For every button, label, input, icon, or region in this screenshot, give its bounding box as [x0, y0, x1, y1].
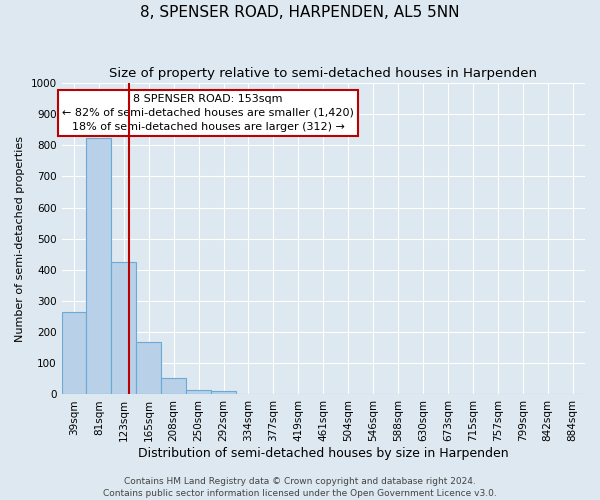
- X-axis label: Distribution of semi-detached houses by size in Harpenden: Distribution of semi-detached houses by …: [138, 447, 509, 460]
- Text: 8, SPENSER ROAD, HARPENDEN, AL5 5NN: 8, SPENSER ROAD, HARPENDEN, AL5 5NN: [140, 5, 460, 20]
- Bar: [211, 392, 236, 394]
- Bar: [136, 342, 161, 394]
- Text: Contains HM Land Registry data © Crown copyright and database right 2024.
Contai: Contains HM Land Registry data © Crown c…: [103, 476, 497, 498]
- Bar: [161, 378, 186, 394]
- Bar: [62, 312, 86, 394]
- Y-axis label: Number of semi-detached properties: Number of semi-detached properties: [15, 136, 25, 342]
- Bar: [86, 138, 112, 394]
- Bar: [112, 262, 136, 394]
- Title: Size of property relative to semi-detached houses in Harpenden: Size of property relative to semi-detach…: [109, 68, 537, 80]
- Bar: [186, 390, 211, 394]
- Text: 8 SPENSER ROAD: 153sqm
← 82% of semi-detached houses are smaller (1,420)
18% of : 8 SPENSER ROAD: 153sqm ← 82% of semi-det…: [62, 94, 354, 132]
